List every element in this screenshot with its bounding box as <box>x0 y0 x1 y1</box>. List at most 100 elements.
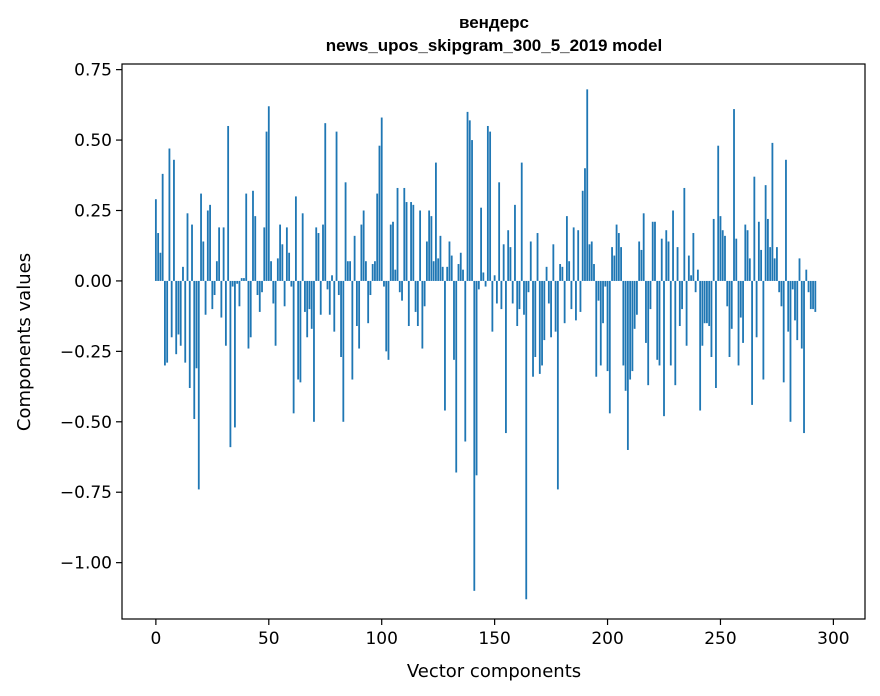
bar-31 <box>224 280 227 346</box>
bar-202 <box>611 247 613 281</box>
bar-44 <box>254 216 257 281</box>
bar-90 <box>358 280 361 349</box>
bar-252 <box>724 235 726 281</box>
bar-147 <box>486 125 489 281</box>
bar-119 <box>423 280 426 307</box>
bar-111 <box>405 202 408 281</box>
bar-84 <box>344 182 347 281</box>
bar-79 <box>333 280 336 332</box>
bar-61 <box>292 280 295 414</box>
bar-36 <box>236 280 239 284</box>
bar-120 <box>425 241 428 281</box>
bar-95 <box>369 280 372 296</box>
bar-194 <box>593 264 595 281</box>
bar-6 <box>168 148 171 281</box>
x-tick-label: 250 <box>704 629 736 649</box>
bar-273 <box>771 142 774 281</box>
bar-243 <box>703 280 706 324</box>
bar-12 <box>182 266 184 281</box>
bar-227 <box>667 241 670 281</box>
bar-149 <box>491 280 494 332</box>
bar-219 <box>649 280 652 310</box>
bar-27 <box>215 261 218 281</box>
bar-187 <box>577 230 580 281</box>
bar-50 <box>267 106 270 281</box>
bar-190 <box>584 168 586 281</box>
bar-23 <box>206 210 209 281</box>
bar-195 <box>595 280 598 377</box>
bar-245 <box>708 280 711 327</box>
bar-249 <box>717 145 720 281</box>
bar-161 <box>518 280 521 310</box>
bar-16 <box>191 224 193 281</box>
bar-32 <box>227 125 230 281</box>
bar-66 <box>304 280 306 312</box>
bar-159 <box>514 204 516 281</box>
bar-287 <box>803 280 805 434</box>
bar-263 <box>748 258 751 281</box>
bar-233 <box>681 280 683 310</box>
bar-41 <box>247 280 250 349</box>
bar-230 <box>674 280 677 386</box>
bar-124 <box>435 162 437 281</box>
bar-171 <box>541 280 543 366</box>
bar-198 <box>602 280 604 324</box>
y-axis-label: Components values <box>14 253 35 431</box>
bar-77 <box>328 280 331 315</box>
bar-234 <box>683 187 686 281</box>
x-tick-label: 150 <box>478 629 510 649</box>
bar-128 <box>444 280 446 411</box>
bar-168 <box>534 280 537 357</box>
bar-285 <box>798 258 801 281</box>
bar-25 <box>211 280 214 310</box>
bar-282 <box>791 280 794 290</box>
bar-228 <box>669 280 672 366</box>
y-tick-label: −1.00 <box>60 554 112 574</box>
bar-150 <box>493 275 496 281</box>
bar-129 <box>446 266 449 281</box>
bar-30 <box>222 227 225 281</box>
bar-259 <box>739 280 742 318</box>
bar-156 <box>507 230 510 281</box>
bar-105 <box>392 221 394 281</box>
bar-291 <box>812 280 814 310</box>
bar-253 <box>726 280 729 307</box>
x-tick-label: 200 <box>591 629 623 649</box>
bar-78 <box>331 275 333 281</box>
bar-28 <box>218 227 221 281</box>
bar-158 <box>511 280 514 304</box>
bar-236 <box>687 255 690 281</box>
bar-33 <box>229 280 232 448</box>
bar-181 <box>563 280 566 324</box>
bar-0 <box>154 199 157 281</box>
bar-96 <box>371 264 374 281</box>
bar-248 <box>715 280 717 388</box>
bar-112 <box>407 280 410 327</box>
bar-274 <box>773 258 776 281</box>
bar-46 <box>258 280 261 312</box>
bar-62 <box>294 196 297 281</box>
bar-235 <box>685 280 688 346</box>
bar-240 <box>696 269 699 281</box>
bar-143 <box>477 280 480 290</box>
bar-275 <box>776 247 778 281</box>
bar-142 <box>475 280 478 476</box>
bar-114 <box>412 204 415 281</box>
bar-152 <box>498 182 501 281</box>
bar-276 <box>778 280 781 293</box>
bar-57 <box>283 280 286 307</box>
bar-179 <box>559 264 562 281</box>
bar-92 <box>362 210 365 281</box>
bar-134 <box>457 264 460 281</box>
bar-80 <box>335 131 338 281</box>
bar-146 <box>484 280 487 287</box>
bar-59 <box>288 252 291 281</box>
bar-280 <box>787 280 790 332</box>
bar-121 <box>428 210 431 281</box>
bar-157 <box>509 247 512 281</box>
bar-106 <box>394 269 397 281</box>
bar-42 <box>249 280 252 338</box>
bar-284 <box>796 280 799 341</box>
bar-193 <box>590 241 593 281</box>
bar-86 <box>349 261 351 281</box>
